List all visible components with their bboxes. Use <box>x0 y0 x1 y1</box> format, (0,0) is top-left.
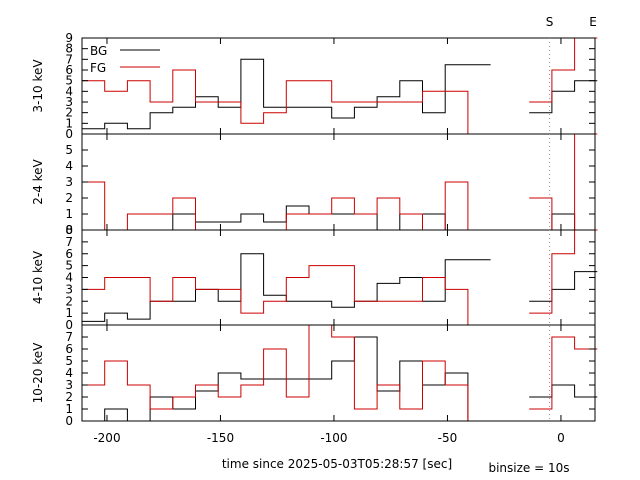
y-tick-label: 7 <box>65 330 73 344</box>
y-tick-label: 2 <box>65 191 73 205</box>
series-bg-2-1 <box>529 271 598 302</box>
y-tick-label: 1 <box>65 116 73 130</box>
y-tick-label: 3 <box>65 282 73 296</box>
binsize-label: binsize = 10s <box>488 461 569 475</box>
series-fg-3-2 <box>82 324 491 422</box>
x-tick-label: -200 <box>93 431 120 445</box>
y-tick-label: 2 <box>65 390 73 404</box>
y-tick-label: 5 <box>65 354 73 368</box>
y-tick-label: 8 <box>65 223 73 237</box>
panel-frame <box>81 133 596 231</box>
y-tick-label: 0 <box>65 127 73 141</box>
panel-frame <box>81 229 596 326</box>
panel-frame <box>81 37 596 135</box>
marker-label-e: E <box>589 15 597 29</box>
y-tick-label: 2 <box>65 294 73 308</box>
series-fg-0-2 <box>82 69 491 135</box>
panel-frame <box>81 324 596 422</box>
y-tick-label: 3 <box>65 378 73 392</box>
y-tick-label: 0 <box>65 414 73 428</box>
series-bg-0-1 <box>529 80 598 114</box>
y-tick-label: 3 <box>65 95 73 109</box>
y-tick-label: 1 <box>65 402 73 416</box>
x-axis-label: time since 2025-05-03T05:28:57 [sec] <box>222 457 452 471</box>
series-fg-3-3 <box>529 336 598 410</box>
legend: BG FG <box>90 44 160 75</box>
x-tick-label: -100 <box>320 431 347 445</box>
panel-y-label: 3-10 keV <box>31 59 45 113</box>
y-tick-label: 6 <box>65 342 73 356</box>
panel-1: 0 1 2 3 4 5 2-4 keV <box>31 133 598 237</box>
panel-y-label: 2-4 keV <box>31 158 45 204</box>
series-fg-2-2 <box>82 265 491 326</box>
y-tick-label: 0 <box>65 318 73 332</box>
series-fg-1-3 <box>529 133 598 231</box>
y-tick-label: 7 <box>65 52 73 66</box>
y-tick-label: 5 <box>65 74 73 88</box>
y-tick-label: 1 <box>65 207 73 221</box>
y-tick-label: 6 <box>65 63 73 77</box>
y-tick-label: 4 <box>65 366 73 380</box>
y-tick-label: 4 <box>65 159 73 173</box>
y-tick-label: 1 <box>65 306 73 320</box>
y-tick-label: 4 <box>65 84 73 98</box>
y-tick-label: 6 <box>65 247 73 261</box>
legend-fg-label: FG <box>90 61 106 75</box>
y-tick-label: 4 <box>65 271 73 285</box>
y-tick-label: 9 <box>65 31 73 45</box>
x-tick-label: -150 <box>207 431 234 445</box>
panel-y-label: 10-20 keV <box>31 342 45 404</box>
series-bg-1-1 <box>529 213 598 231</box>
y-tick-label: 2 <box>65 106 73 120</box>
y-tick-label: 0 <box>65 223 73 237</box>
y-tick-label: 7 <box>65 235 73 249</box>
legend-bg-label: BG <box>90 44 107 58</box>
y-tick-label: 3 <box>65 175 73 189</box>
x-tick-label: 0 <box>557 431 565 445</box>
panel-y-label: 4-10 keV <box>31 250 45 304</box>
series-bg-3-1 <box>529 384 598 398</box>
series-bg-0-0 <box>82 58 491 130</box>
y-tick-label: 8 <box>65 42 73 56</box>
y-tick-label: 5 <box>65 143 73 157</box>
marker-label-s: S <box>546 15 554 29</box>
y-tick-label: 5 <box>65 259 73 273</box>
series-fg-0-3 <box>529 37 598 103</box>
x-tick-label: -50 <box>438 431 458 445</box>
